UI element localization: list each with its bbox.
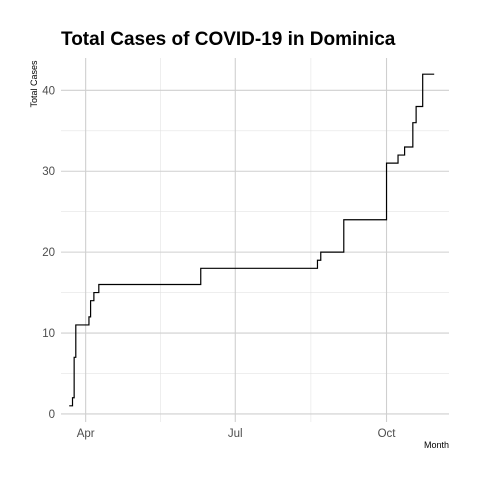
series-line [69,73,435,407]
y-tick-label: 30 [42,166,55,178]
x-axis-title: Month [424,440,449,450]
y-axis-title: Total Cases [29,60,39,108]
y-tick-label: 0 [49,409,55,421]
chart-title: Total Cases of COVID-19 in Dominica [61,29,396,50]
x-tick-label: Jul [228,428,243,440]
x-tick-label: Apr [77,428,95,440]
grid [61,58,449,422]
x-tick-label: Oct [378,428,397,440]
y-tick-label: 20 [42,247,55,259]
y-tick-label: 40 [42,85,55,97]
tick-labels: 0 10 20 30 40 Apr Jul Oct [42,85,396,440]
series-layer [69,73,435,407]
y-tick-label: 10 [42,328,55,340]
